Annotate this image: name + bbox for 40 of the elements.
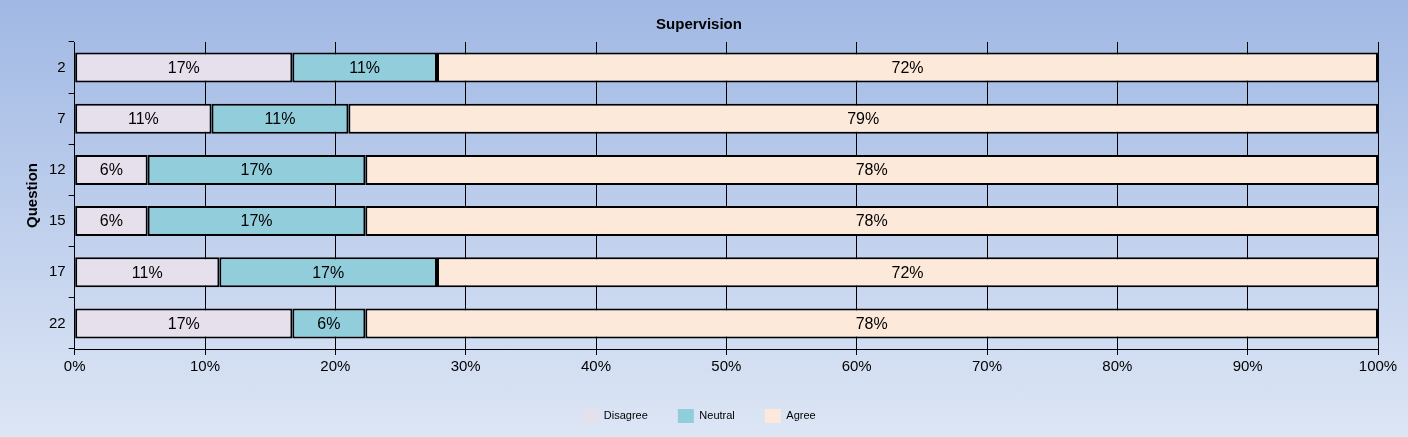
data-label: 72%	[891, 263, 924, 281]
x-tick-label: 50%	[711, 357, 742, 375]
x-tick-label: 10%	[190, 357, 221, 375]
data-label: 17%	[240, 212, 273, 230]
x-tick-label: 60%	[841, 357, 872, 375]
y-tick-label: 12	[49, 160, 66, 178]
x-tick-label: 100%	[1358, 357, 1398, 375]
data-label: 17%	[240, 161, 273, 179]
x-tick-label: 80%	[1102, 357, 1133, 375]
data-label: 78%	[855, 212, 888, 230]
data-label: 79%	[847, 110, 880, 128]
y-axis-title: Question	[23, 162, 41, 229]
data-label: 6%	[317, 314, 341, 332]
data-label: 11%	[131, 263, 163, 281]
y-tick-label: 17	[49, 262, 66, 280]
y-tick-label: 7	[57, 108, 66, 126]
legend-label: Disagree	[603, 409, 648, 422]
legend-label: Agree	[786, 409, 816, 422]
x-tick-label: 40%	[581, 357, 612, 375]
chart-title: Supervision	[656, 15, 742, 33]
data-label: 11%	[349, 58, 381, 76]
legend-label: Neutral	[699, 409, 735, 422]
data-label: 6%	[99, 212, 123, 230]
x-tick-label: 30%	[450, 357, 481, 375]
data-label: 11%	[127, 110, 159, 128]
y-tick-label: 2	[57, 57, 66, 75]
y-tick-label: 15	[49, 211, 66, 229]
data-label: 17%	[167, 58, 200, 76]
y-tick-label: 22	[49, 313, 66, 331]
x-tick-label: 70%	[971, 357, 1003, 375]
x-tick-label: 20%	[320, 357, 351, 375]
x-tick-label: 90%	[1232, 357, 1263, 375]
data-label: 6%	[99, 161, 123, 179]
data-label: 11%	[264, 110, 296, 128]
data-label: 17%	[312, 263, 345, 281]
data-label: 78%	[855, 314, 888, 332]
data-label: 78%	[855, 161, 888, 179]
data-label: 72%	[891, 58, 924, 76]
x-tick-label: 0%	[63, 357, 86, 375]
data-label: 17%	[167, 314, 200, 332]
